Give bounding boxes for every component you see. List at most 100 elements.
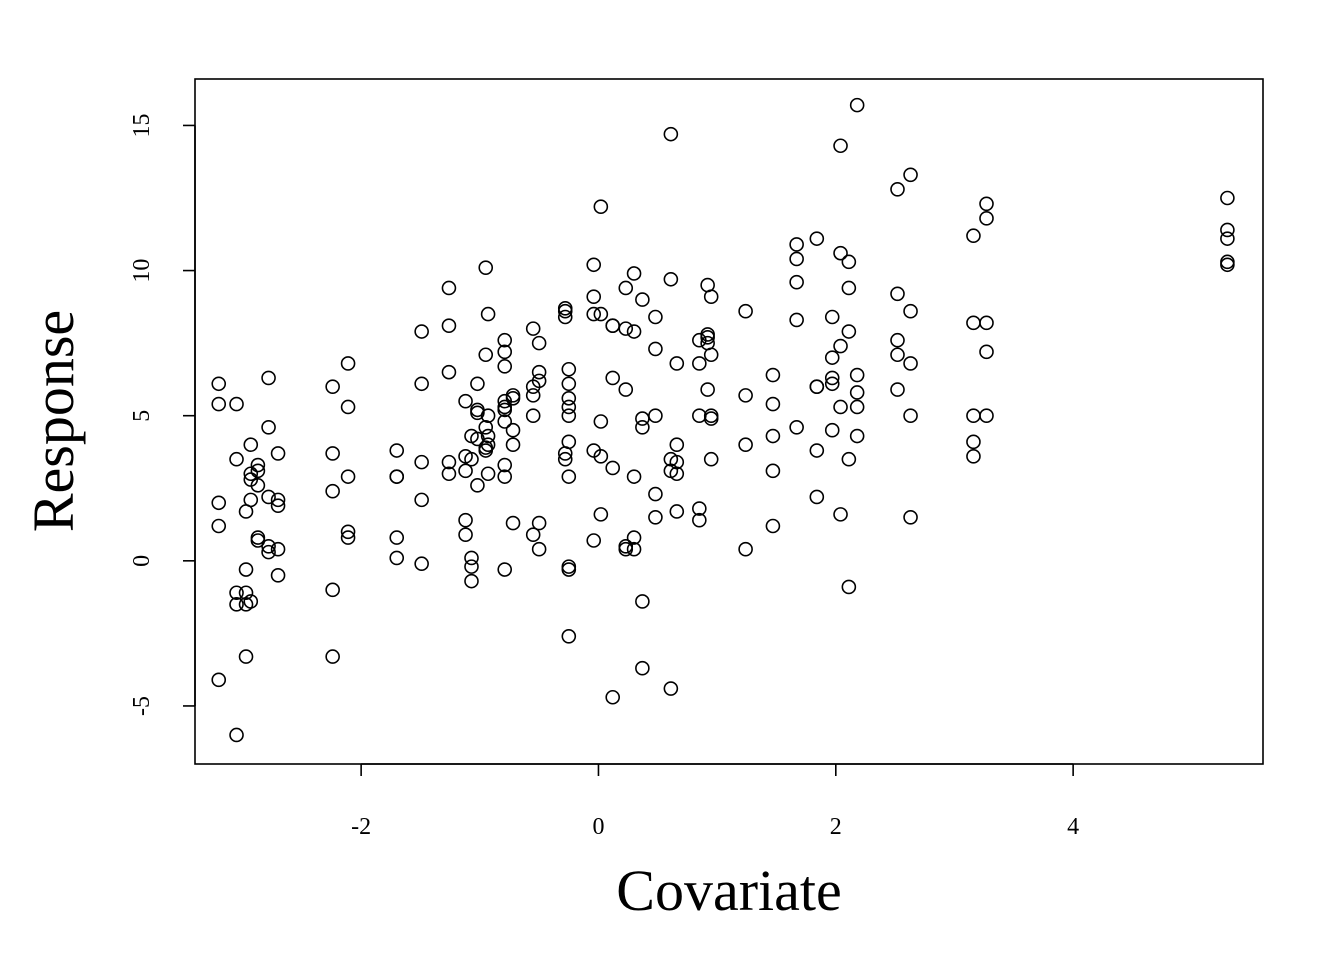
data-point [841,254,857,270]
data-point [789,274,804,290]
data-point [648,309,663,325]
data-point [470,478,485,493]
data-point [824,350,840,365]
data-point [586,533,602,548]
x-axis-title: Covariate [616,858,841,923]
data-point [441,318,457,334]
data-point [833,245,848,261]
data-point [497,414,513,429]
data-point [849,97,865,113]
x-tick-label: 4 [1067,814,1079,840]
data-point [325,649,340,664]
data-point [464,559,479,574]
y-tick-label: -5 [129,696,155,716]
data-point [669,504,685,519]
data-point [270,568,286,583]
data-point [593,507,609,522]
data-point [841,324,857,339]
data-point [738,303,753,319]
data-point [809,443,825,458]
data-point [531,541,547,557]
data-point [738,388,753,403]
data-point [669,356,685,371]
data-point [478,420,494,435]
data-point [270,541,286,557]
data-point [497,469,513,484]
data-point [561,469,577,484]
data-point [340,530,356,545]
data-point [1220,257,1235,273]
data-point [663,681,679,696]
data-point [809,489,825,505]
data-point [261,489,276,505]
data-point [966,449,981,464]
y-tick-label: 0 [129,555,155,567]
data-point [561,390,577,406]
data-point [464,451,479,467]
data-point [340,469,356,484]
data-point [593,199,609,215]
data-point [505,437,521,453]
data-point [325,483,340,499]
data-point [692,501,707,516]
y-tick-label: 15 [129,113,155,137]
data-point [849,428,865,444]
data-points [211,97,1235,743]
data-point [692,512,707,528]
data-point [890,286,905,302]
data-point [441,466,457,482]
data-point [211,376,227,392]
data-point [635,420,650,435]
data-point [586,257,602,273]
data-point [765,367,781,383]
data-point [238,649,254,664]
plot-frame [194,78,1264,765]
data-point [700,330,715,345]
data-point [470,405,485,421]
data-point [703,289,719,304]
data-point [531,373,547,389]
data-point [480,466,496,482]
data-point [849,367,865,383]
data-point [325,582,340,598]
data-point [325,379,340,394]
data-point [890,382,905,397]
data-point [903,356,918,371]
data-point [890,332,905,348]
data-point [618,280,634,296]
data-point [903,167,918,183]
data-point [270,492,286,508]
data-point [211,672,227,688]
data-point [765,518,781,534]
data-point [531,335,547,351]
data-point [1220,222,1235,238]
data-point [250,530,266,545]
data-point [703,451,719,467]
data-point [243,437,259,453]
data-point [979,196,994,212]
x-tick-label: -2 [351,814,371,840]
data-point [250,463,266,479]
data-point [635,660,650,676]
x-axis: -2 0 2 4 [351,763,1079,840]
data-point [557,451,573,467]
data-point [229,585,244,601]
data-point [635,594,650,609]
data-point [557,309,573,325]
data-point [966,434,981,450]
data-point [833,138,848,154]
data-point [738,541,753,557]
data-point [497,344,513,360]
data-point [261,539,276,554]
data-point [340,356,356,371]
data-point [561,559,577,574]
data-point [833,507,848,522]
data-point [979,211,994,226]
data-point [824,376,840,392]
data-point [243,594,259,609]
data-point [809,231,825,246]
data-point [464,573,479,589]
data-point [561,628,577,644]
data-point [270,498,286,513]
data-point [841,451,857,467]
